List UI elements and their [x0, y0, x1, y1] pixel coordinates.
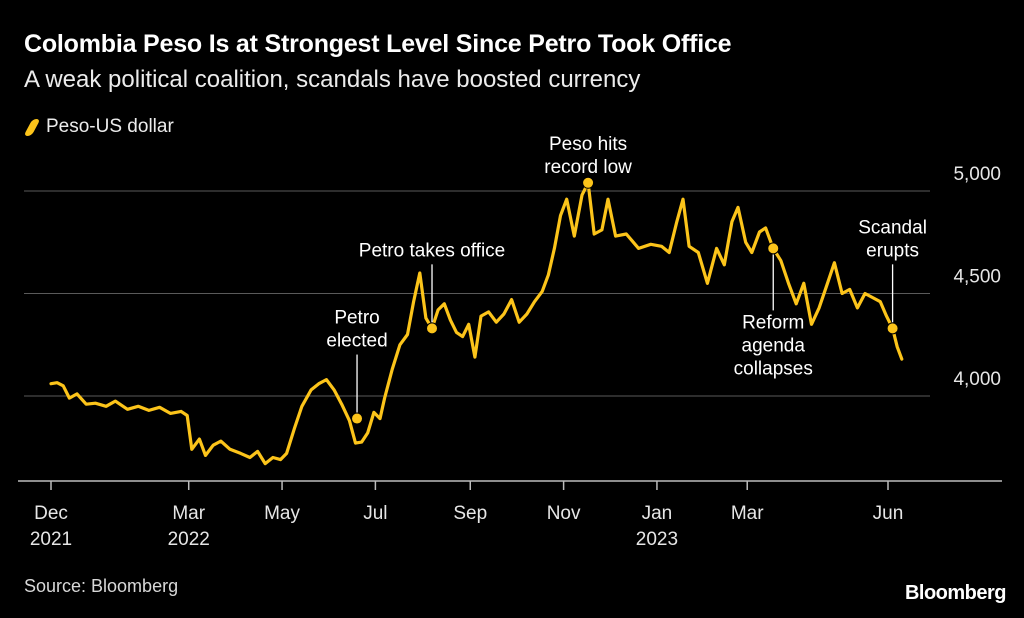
x-tick-label: Sep: [453, 503, 487, 524]
x-tick-label: Dec: [34, 503, 68, 524]
x-tick-label: Jan: [642, 503, 673, 524]
annotation-label: record low: [544, 157, 632, 178]
annotation-label: elected: [326, 331, 387, 352]
x-tick-label: Mar: [731, 503, 764, 524]
annotation-label: collapses: [734, 358, 813, 379]
x-tick-label: May: [264, 503, 300, 524]
annotation-label: Peso hits: [549, 134, 627, 155]
bloomberg-logo: Bloomberg: [904, 582, 1007, 604]
annotation-marker: [582, 176, 595, 189]
x-tick-label: Nov: [547, 503, 581, 524]
source-note: Source: Bloomberg: [24, 576, 179, 596]
annotation-label: Petro: [334, 308, 379, 329]
series-line-peso-usd: [49, 181, 904, 466]
chart-subtitle: A weak political coalition, scandals hav…: [24, 66, 641, 93]
x-tick-label: Jul: [363, 503, 387, 524]
annotation-label: Petro takes office: [359, 240, 505, 261]
annotation-label: agenda: [742, 335, 806, 356]
y-tick-label: 4,000: [953, 369, 1001, 390]
x-tick-label: Mar: [172, 503, 205, 524]
legend: Peso-US dollar: [23, 116, 174, 138]
annotation-marker: [886, 322, 899, 335]
annotation-marker: [351, 412, 364, 425]
y-tick-label: 5,000: [953, 164, 1001, 185]
annotation-label: Scandal: [858, 217, 927, 238]
chart-title: Colombia Peso Is at Strongest Level Sinc…: [24, 30, 732, 58]
annotation-label: Reform: [742, 312, 804, 333]
legend-label: Peso-US dollar: [46, 116, 174, 137]
annotation-marker: [426, 322, 439, 335]
x-tick-year-label: 2023: [636, 529, 678, 550]
x-tick-year-label: 2022: [168, 529, 210, 550]
x-tick-year-label: 2021: [30, 529, 72, 550]
annotation-marker: [767, 242, 780, 255]
annotation-label: erupts: [866, 240, 919, 261]
y-tick-label: 4,500: [953, 267, 1001, 288]
x-tick-label: Jun: [873, 503, 904, 524]
